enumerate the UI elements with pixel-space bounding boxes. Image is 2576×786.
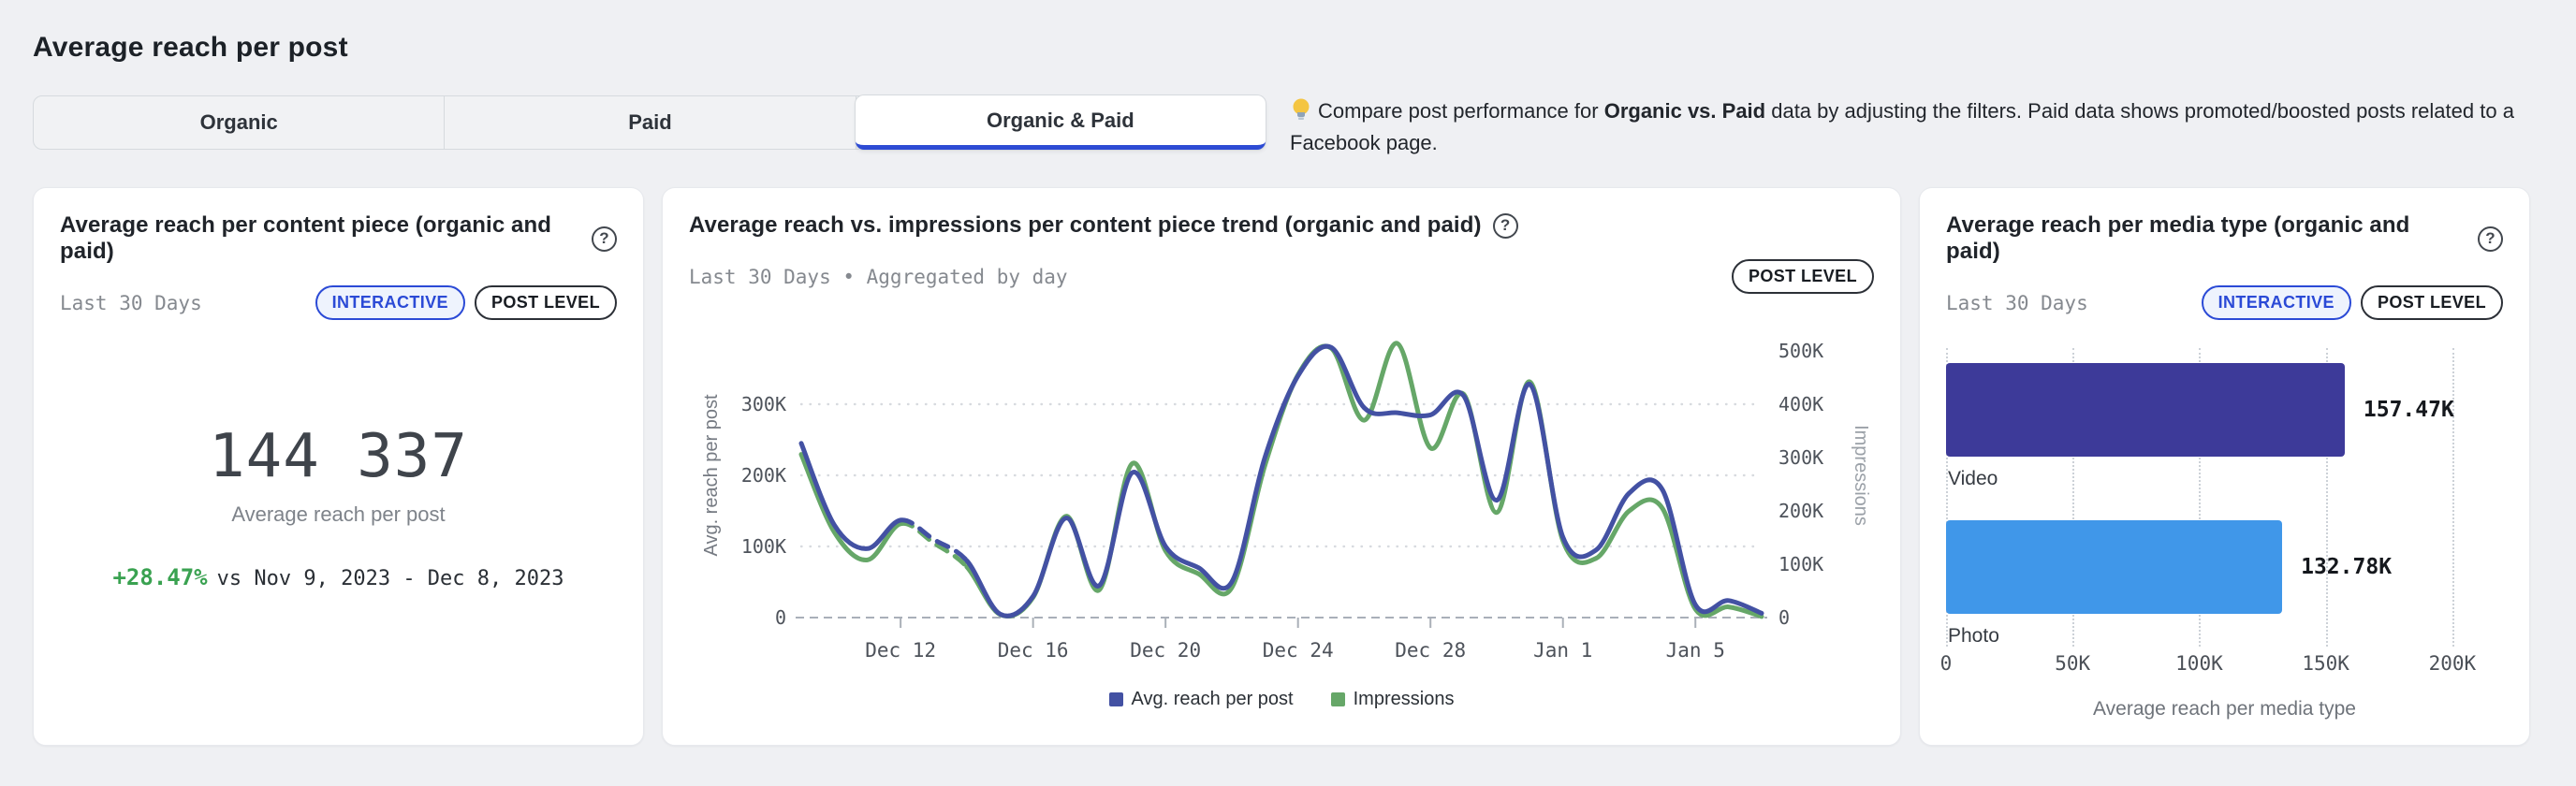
bar-video[interactable] [1946,363,2345,457]
gridline [2072,348,2075,647]
gridline [1946,348,1948,647]
right-axis-tick: 400K [1778,393,1823,415]
bar-category-label: Photo [1948,625,1999,647]
x-axis-tick: Dec 12 [865,639,936,662]
left-axis-title: Avg. reach per post [701,394,722,557]
card-reach-vs-impressions-trend: Average reach vs. impressions per conten… [662,187,1901,746]
help-icon[interactable]: ? [2478,226,2503,252]
legend-label: Impressions [1353,689,1455,709]
right-axis-tick: 100K [1778,553,1823,575]
period-label: Last 30 Days [1946,291,2088,314]
right-axis-tick: 300K [1778,446,1823,469]
media-type-bar-chart[interactable]: 157.47K Video 132.78K Photo [1946,348,2503,647]
legend-impressions[interactable]: Impressions [1330,689,1455,710]
period-label: Last 30 Days • Aggregated by day [689,265,1068,288]
kpi-delta-compare: vs Nov 9, 2023 - Dec 8, 2023 [216,567,564,590]
left-axis-tick: 100K [741,535,786,558]
tab-paid-label: Paid [628,110,672,134]
tip-text-suffix: data by adjusting the filters. Paid data… [1290,99,2514,154]
tab-organic-and-paid-label: Organic & Paid [986,108,1134,132]
top-bar: Organic Paid Organic & Paid Compare post… [33,95,2543,157]
series-line-left-solid[interactable] [798,441,903,551]
card-average-reach-summary: Average reach per content piece (organic… [33,187,644,746]
right-axis-tick: 200K [1778,500,1823,522]
gridline [2199,348,2202,647]
bar-x-axis-tick: 0 [1939,651,1953,675]
interactive-badge: INTERACTIVE [2201,285,2351,320]
trend-line-chart[interactable]: 0 100K 200K 300K 0 100K 200K 300K 400K 500K Avg. r… [689,309,1876,683]
bar-x-axis-tick: 200K [2428,651,2477,675]
tab-organic[interactable]: Organic [34,96,446,149]
legend-swatch-blue [1108,692,1123,706]
kpi-block: 144 337 Average reach per post +28.47% vs… [60,292,617,720]
right-axis-tick: 0 [1778,606,1790,629]
tab-bar: Organic Paid Organic & Paid [33,95,1266,150]
bar-x-axis-tick: 150K [2302,651,2349,675]
x-axis-tick: Dec 24 [1263,639,1334,662]
chart-legend: Avg. reach per post Impressions [689,689,1874,710]
bar-x-axis-tick: 50K [2055,651,2091,675]
tip-banner: Compare post performance for Organic vs.… [1290,95,2543,157]
x-axis-tick: Dec 20 [1130,639,1201,662]
help-icon[interactable]: ? [1492,212,1518,239]
tip-text-prefix: Compare post performance for [1318,99,1604,123]
right-axis-title: Impressions [1851,425,1871,526]
series-line-left-solid[interactable] [964,343,1764,619]
card-average-reach-per-media-type: Average reach per media type (organic an… [1919,187,2530,746]
left-axis-tick: 200K [741,464,786,487]
gridline [2452,348,2454,647]
series-line-left-dashed[interactable] [898,517,970,563]
legend-avg-reach[interactable]: Avg. reach per post [1108,689,1294,710]
bar-chart-x-axis-label: Average reach per media type [2093,698,2356,720]
series-line-right-solid[interactable] [798,452,903,562]
x-axis-tick: Dec 28 [1395,639,1466,662]
card-title: Average reach per media type (organic an… [1946,212,2410,264]
interactive-badge: INTERACTIVE [315,285,465,320]
legend-label: Avg. reach per post [1131,689,1294,709]
help-icon[interactable]: ? [592,226,617,252]
kpi-label: Average reach per post [231,502,446,526]
dashboard-page: Average reach per post Organic Paid Orga… [33,32,2543,746]
page-title: Average reach per post [33,32,348,63]
left-axis-tick: 300K [741,393,786,415]
legend-swatch-green [1330,692,1345,706]
left-axis-tick: 0 [775,606,786,629]
bar-category-label: Video [1948,468,1998,489]
kpi-value: 144 337 [209,422,468,491]
gridline [2325,348,2328,647]
kpi-delta-percent: +28.47% [112,564,208,590]
lightbulb-icon [1290,97,1312,129]
bar-chart-x-ticks: 0 50K 100K 150K 200K [1940,651,2503,677]
x-axis-tick: Jan 1 [1533,639,1592,662]
tab-organic-label: Organic [199,110,278,134]
x-axis-tick: Jan 5 [1666,639,1725,662]
post-level-badge: POST LEVEL [474,285,617,320]
post-level-badge: POST LEVEL [1731,259,1874,294]
tab-paid[interactable]: Paid [445,96,856,149]
cards-row: Average reach per content piece (organic… [33,187,2543,746]
tab-organic-and-paid[interactable]: Organic & Paid [855,95,1266,150]
tip-text-bold: Organic vs. Paid [1603,99,1766,123]
post-level-badge: POST LEVEL [2360,285,2503,320]
series-line-right-dashed[interactable] [898,520,970,570]
right-axis-tick: 500K [1778,340,1823,362]
bar-x-axis-tick: 100K [2175,651,2223,675]
card-title: Average reach per content piece (organic… [60,212,552,264]
bar-value-label: 132.78K [2301,555,2393,579]
bar-photo[interactable] [1946,520,2283,614]
x-axis-tick: Dec 16 [998,639,1069,662]
period-label: Last 30 Days [60,291,202,314]
card-title: Average reach vs. impressions per conten… [689,212,1482,238]
bar-value-label: 157.47K [2363,398,2454,422]
